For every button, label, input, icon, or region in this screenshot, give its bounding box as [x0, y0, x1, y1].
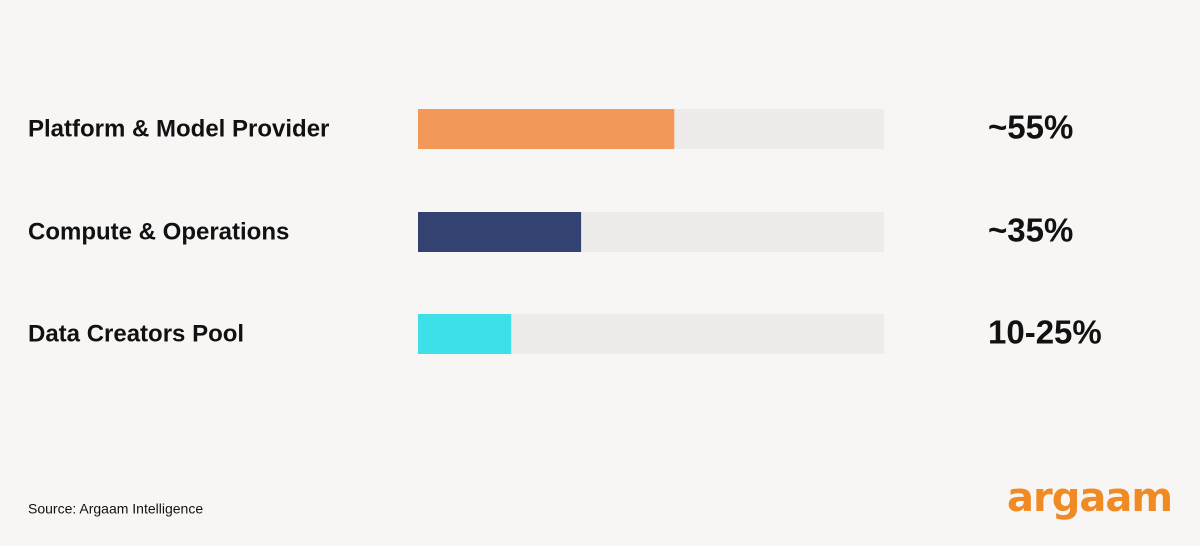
category-label: Compute & Operations — [28, 218, 289, 245]
bar — [418, 109, 675, 149]
bar — [418, 212, 582, 252]
bar — [418, 314, 512, 354]
category-label: Data Creators Pool — [28, 320, 244, 347]
logo: argaam — [1007, 475, 1172, 521]
category-label: Platform & Model Provider — [28, 115, 329, 142]
value-label: ~35% — [988, 212, 1073, 249]
source-note: Source: Argaam Intelligence — [28, 501, 203, 517]
value-label: 10-25% — [988, 314, 1102, 351]
value-label: ~55% — [988, 109, 1073, 146]
